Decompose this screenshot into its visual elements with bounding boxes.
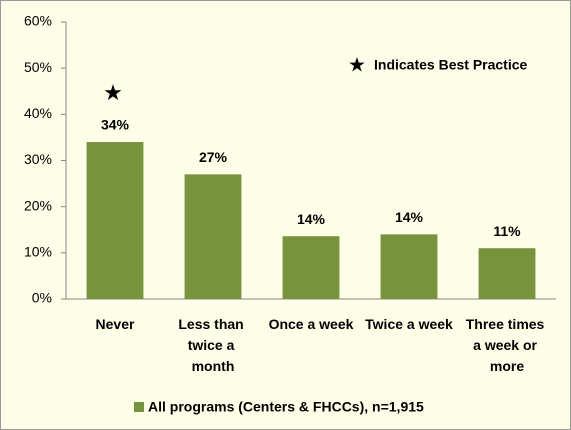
bar xyxy=(380,234,438,299)
value-label: 11% xyxy=(493,223,521,239)
x-tick-label: Never xyxy=(96,316,135,332)
value-label: 34% xyxy=(101,117,130,133)
x-tick-label: Twice a week xyxy=(365,316,453,332)
x-tick-label: Three times a week or more xyxy=(466,316,548,374)
bar xyxy=(282,236,340,299)
legend-label: All programs (Centers & FHCCs), n=1,915 xyxy=(148,399,424,415)
x-tick-line: month xyxy=(192,358,235,374)
y-tick-label: 40% xyxy=(24,105,52,121)
x-tick-line: a week or xyxy=(473,337,541,353)
y-tick-label: 60% xyxy=(24,13,52,29)
y-tick-label: 30% xyxy=(24,151,52,167)
x-tick-line: more xyxy=(490,358,524,374)
x-tick-label: Once a week xyxy=(269,316,354,332)
x-tick-line: Three times xyxy=(466,316,548,332)
y-tick-label: 50% xyxy=(24,59,52,75)
annotation: Indicates Best Practice xyxy=(374,57,528,73)
y-tick-label: 0% xyxy=(32,290,52,306)
bar xyxy=(478,248,536,299)
x-tick-line: Once a week xyxy=(269,316,354,332)
y-tick-label: 10% xyxy=(24,244,52,260)
x-tick-line: Never xyxy=(96,316,135,332)
y-tick-label: 20% xyxy=(24,197,52,213)
x-tick-line: Less than xyxy=(178,316,247,332)
best-practice-star: ★ xyxy=(103,80,123,105)
bar xyxy=(184,174,242,299)
value-label: 27% xyxy=(199,149,228,165)
bar xyxy=(86,142,144,299)
x-tick-label: Less than twice a month xyxy=(178,316,247,374)
x-tick-line: Twice a week xyxy=(365,316,453,332)
x-tick-line: twice a xyxy=(188,337,239,353)
legend-swatch xyxy=(134,402,144,412)
value-label: 14% xyxy=(297,211,326,227)
best-practice-star-key: ★ xyxy=(348,54,366,76)
value-label: 14% xyxy=(395,209,424,225)
